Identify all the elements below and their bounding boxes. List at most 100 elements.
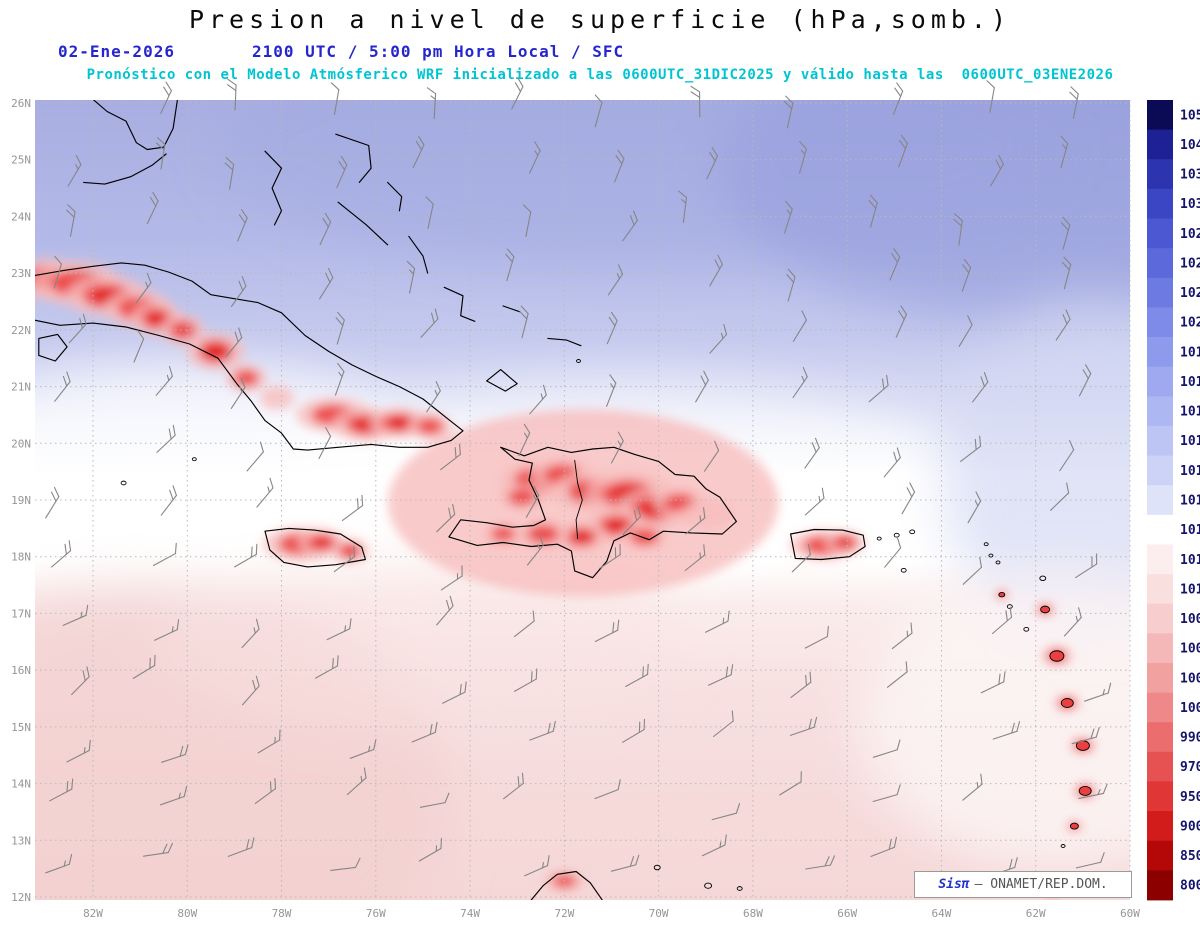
wind-barb xyxy=(967,491,982,524)
wind-barb xyxy=(705,610,730,633)
wind-barb xyxy=(684,544,706,572)
lon-tick-label: 72W xyxy=(554,907,574,920)
islet xyxy=(576,359,581,363)
wind-barb xyxy=(49,778,74,802)
wind-barb xyxy=(707,664,734,686)
wind-barb xyxy=(961,258,972,292)
colorbar-label: 1020 xyxy=(1180,316,1200,331)
colorbar-label: 1022 xyxy=(1180,286,1200,301)
wind-barb xyxy=(622,506,642,536)
coastline-andros xyxy=(264,150,283,226)
colorbar-label: 1012 xyxy=(1180,553,1200,568)
colorbar-label: 1010 xyxy=(1180,582,1200,597)
wind-barb xyxy=(319,212,332,246)
wind-barb xyxy=(237,209,248,242)
wind-barb xyxy=(62,604,89,626)
wind-barb xyxy=(709,324,728,354)
wind-barb xyxy=(1075,852,1105,869)
wind-barb xyxy=(45,486,60,519)
wind-barb xyxy=(156,424,176,453)
islet xyxy=(1023,626,1030,632)
wind-barb xyxy=(142,842,173,857)
wind-barb xyxy=(786,268,796,302)
colorbar-label: 990 xyxy=(1180,731,1200,746)
wind-barb xyxy=(160,81,172,114)
wind-barb xyxy=(610,431,624,464)
wind-barb xyxy=(960,435,982,462)
colorbar-label: 950 xyxy=(1180,790,1200,805)
wind-barb xyxy=(972,371,989,403)
wind-barb xyxy=(898,134,908,168)
wind-barb xyxy=(526,535,544,566)
islet xyxy=(120,480,127,486)
low-pressure-shading xyxy=(35,258,1098,897)
colorbar-swatch xyxy=(1147,277,1173,308)
wind-barb xyxy=(133,330,145,363)
lon-tick-label: 80W xyxy=(177,907,197,920)
watermark-org: – ONAMET/REP.DOM. xyxy=(974,877,1108,892)
wind-barb xyxy=(227,78,237,111)
wind-barb xyxy=(1055,309,1071,341)
wind-barb xyxy=(135,272,152,304)
watermark-brand: Sisπ xyxy=(938,877,970,892)
lat-tick-label: 25N xyxy=(11,154,31,167)
colorbar-label: 1025 xyxy=(1180,257,1200,272)
wind-barb xyxy=(333,546,356,573)
colorbar-swatch xyxy=(1147,840,1173,871)
wind-barb xyxy=(792,366,808,399)
colorbar-label: 800 xyxy=(1180,879,1200,894)
wind-barb xyxy=(419,792,450,808)
lat-tick-label: 14N xyxy=(11,778,31,791)
islet xyxy=(1060,698,1074,708)
wind-barb xyxy=(962,773,983,801)
wind-barb xyxy=(962,556,983,585)
colorbar-swatch xyxy=(1147,188,1173,219)
lat-tick-label: 13N xyxy=(11,834,31,847)
coastline-jamaica xyxy=(264,527,366,568)
wind-barb xyxy=(503,772,524,800)
wind-barb xyxy=(411,721,438,743)
colorbar-label: 1013 xyxy=(1180,523,1200,538)
colorbar-label: 1018 xyxy=(1180,375,1200,390)
lat-tick-label: 17N xyxy=(11,607,31,620)
wind-barb xyxy=(412,135,425,169)
lat-tick-label: 23N xyxy=(11,267,31,280)
colorbar-swatch xyxy=(1147,692,1173,723)
wind-barb xyxy=(779,771,802,796)
lat-tick-label: 22N xyxy=(11,324,31,337)
lon-tick-label: 78W xyxy=(272,907,292,920)
wind-barb xyxy=(625,663,649,688)
colorbar-label: 1019 xyxy=(1180,345,1200,360)
lat-tick-label: 18N xyxy=(11,551,31,564)
wind-barb xyxy=(614,149,625,183)
wind-barb xyxy=(45,853,73,874)
wind-barb xyxy=(234,543,258,568)
wind-barb xyxy=(622,718,646,743)
wind-barb xyxy=(986,80,995,113)
wind-barb xyxy=(789,716,818,736)
lon-tick-label: 60W xyxy=(1120,907,1140,920)
wind-barb xyxy=(420,308,439,338)
wind-barb xyxy=(1050,482,1070,511)
wind-barb xyxy=(791,544,811,573)
wind-barb xyxy=(958,315,973,347)
wind-barb xyxy=(440,565,463,591)
wind-barb xyxy=(513,668,538,692)
wind-barb xyxy=(330,82,340,115)
wind-barb xyxy=(804,437,820,469)
islet xyxy=(1039,575,1047,581)
wind-barb xyxy=(519,305,529,339)
wind-barb xyxy=(598,544,621,570)
wind-barb xyxy=(792,310,807,342)
coastline-caicos xyxy=(547,337,582,347)
wind-barb xyxy=(155,137,166,170)
wind-barb xyxy=(685,507,706,535)
islet xyxy=(1060,844,1066,848)
wind-barb xyxy=(326,618,352,641)
wind-barb xyxy=(330,857,361,871)
wind-barb xyxy=(1071,726,1100,745)
wind-barb xyxy=(225,327,243,358)
lat-tick-label: 19N xyxy=(11,494,31,507)
wind-barb xyxy=(426,87,437,120)
colorbar-label: 1002 xyxy=(1180,671,1200,686)
